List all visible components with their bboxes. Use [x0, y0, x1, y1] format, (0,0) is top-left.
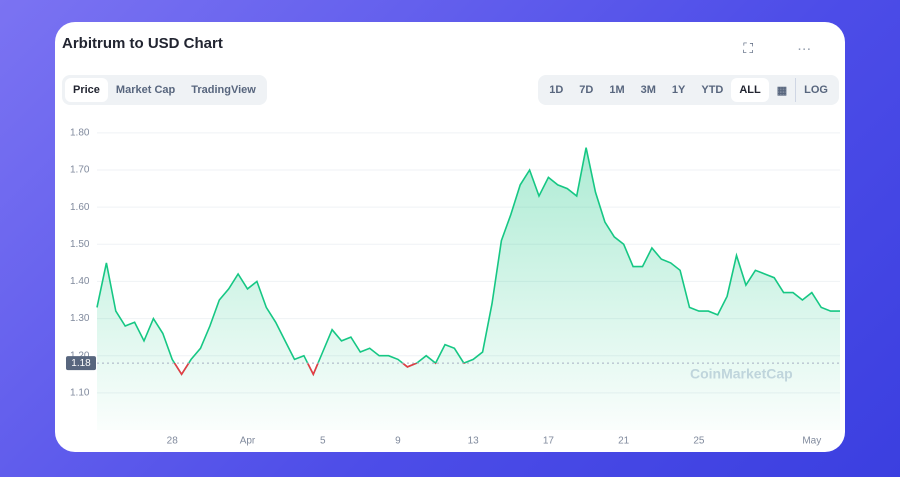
y-tick-label: 1.10	[70, 387, 90, 398]
x-tick-label: 17	[543, 436, 555, 447]
x-tick-label: Apr	[240, 436, 256, 447]
range-button[interactable]: 1D	[549, 84, 564, 96]
range-button[interactable]: 1Y	[671, 84, 686, 96]
toolbar-icons[interactable]: ⛶ ⋯	[743, 40, 831, 56]
chart-title: Arbitrum to USD Chart	[62, 35, 223, 52]
reference-label: 1.18	[71, 358, 91, 369]
reference-label-box	[66, 356, 96, 371]
x-tick-label: 9	[395, 436, 401, 447]
y-tick-label: 1.70	[70, 165, 90, 176]
price-area	[97, 147, 840, 430]
x-tick-label: 21	[618, 436, 630, 447]
tab[interactable]: Price	[65, 78, 108, 102]
y-tick-label: 1.60	[70, 202, 90, 213]
price-line	[96, 147, 840, 377]
x-tick-label: 5	[320, 436, 326, 447]
range-button[interactable]: 7D	[579, 84, 594, 96]
tab[interactable]: TradingView	[191, 84, 256, 96]
x-tick-label: May	[802, 436, 821, 447]
y-tick-label: 1.20	[70, 350, 90, 361]
x-tick-label: 25	[693, 436, 705, 447]
range-button[interactable]: 1M	[609, 84, 625, 96]
tab[interactable]: Market Cap	[115, 84, 176, 96]
log-button[interactable]: LOG	[795, 78, 836, 102]
y-tick-label: 1.50	[70, 239, 90, 250]
y-tick-label: 1.80	[70, 127, 90, 138]
y-tick-label: 1.30	[70, 313, 90, 324]
range-button[interactable]: ALL	[731, 78, 769, 102]
range-button[interactable]: 3M	[640, 84, 656, 96]
calendar-button[interactable]: ▦	[776, 84, 788, 97]
tab-group: Price Market Cap TradingView	[62, 75, 267, 105]
y-tick-label: 1.40	[70, 276, 90, 287]
range-group: 1D 7D 1M 3M 1Y YTD ALL ▦ LOG	[538, 75, 839, 105]
x-tick-label: 28	[167, 436, 179, 447]
x-tick-label: 13	[468, 436, 480, 447]
range-button[interactable]: YTD	[701, 84, 724, 96]
